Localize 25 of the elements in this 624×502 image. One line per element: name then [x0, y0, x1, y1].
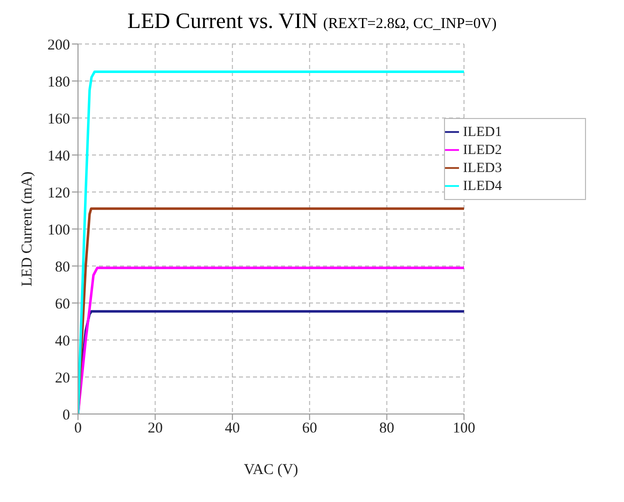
y-axis-title: LED Current (mA): [19, 172, 36, 286]
x-tick-label: 40: [224, 420, 240, 437]
y-tick-label: 60: [55, 296, 70, 312]
legend-label: ILED4: [463, 179, 502, 194]
x-tick-label: 0: [74, 420, 82, 437]
y-tick-label: 200: [48, 37, 70, 54]
x-axis-title: VAC (V): [244, 462, 298, 478]
chart-title: LED Current vs. VIN: [127, 8, 318, 33]
y-tick-label: 20: [55, 370, 70, 386]
y-tick-label: 40: [55, 333, 70, 350]
chart-subtitle: (REXT=2.8Ω, CC_INP=0V): [323, 16, 497, 32]
y-tick-label: 140: [48, 148, 70, 164]
y-tick-label: 160: [48, 111, 70, 128]
x-tick-label: 60: [302, 420, 318, 437]
y-tick-label: 80: [55, 259, 70, 276]
x-tick-label: 80: [379, 420, 394, 437]
y-tick-label: 100: [48, 222, 70, 238]
legend-label: ILED3: [463, 161, 502, 176]
y-tick-label: 0: [62, 407, 70, 424]
x-tick-label: 100: [452, 420, 476, 437]
legend-label: ILED1: [463, 125, 502, 140]
y-tick-label: 180: [48, 74, 70, 90]
legend-label: ILED2: [463, 143, 502, 158]
y-tick-label: 120: [48, 185, 70, 202]
x-tick-label: 20: [148, 420, 163, 437]
